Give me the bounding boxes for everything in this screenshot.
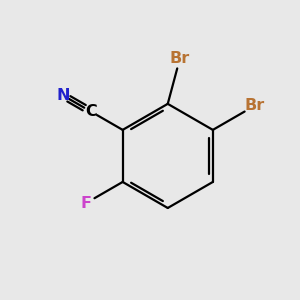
Text: Br: Br bbox=[170, 51, 190, 66]
Text: C: C bbox=[85, 104, 97, 119]
Text: N: N bbox=[57, 88, 70, 104]
Text: F: F bbox=[80, 196, 91, 211]
Text: Br: Br bbox=[245, 98, 265, 113]
